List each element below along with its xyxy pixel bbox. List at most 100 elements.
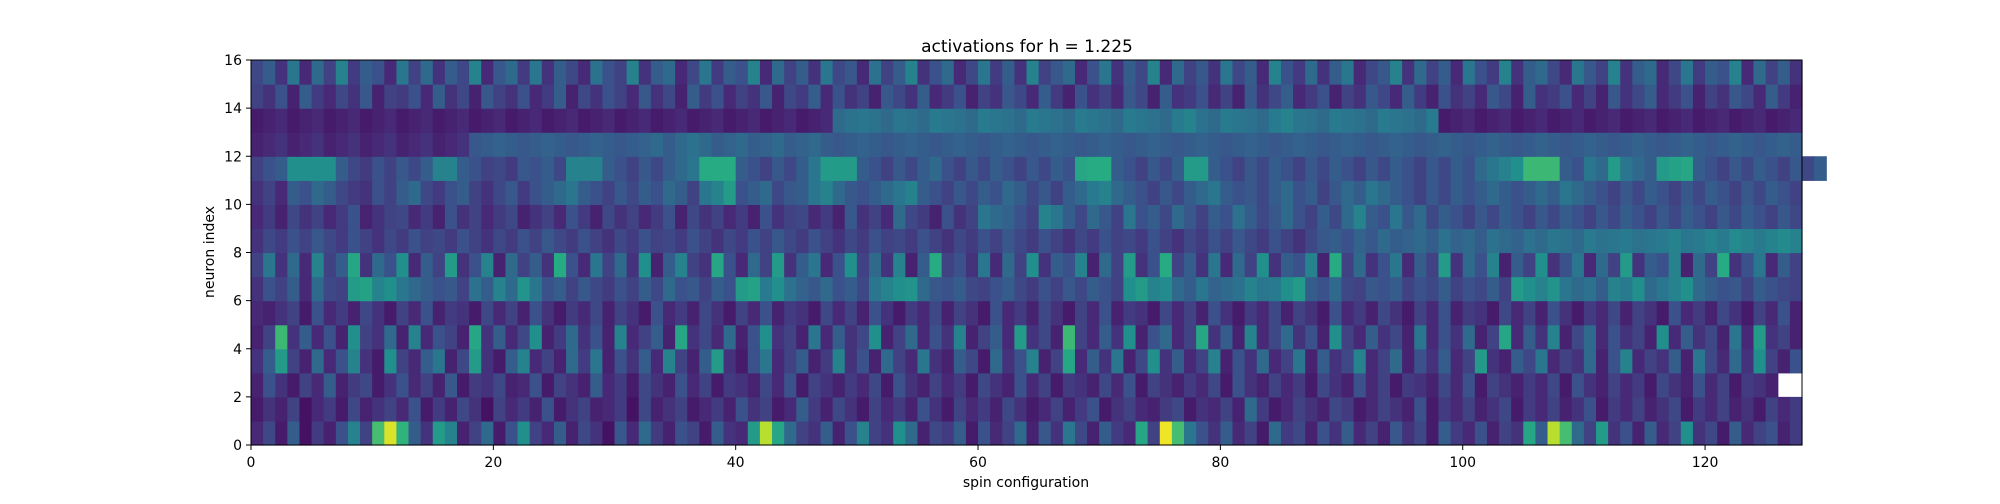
heatmap-cell	[711, 396, 725, 422]
heatmap-cell	[1268, 108, 1282, 133]
heatmap-cell	[1729, 204, 1743, 230]
heatmap-cell	[263, 252, 276, 278]
heatmap-cell	[650, 300, 664, 326]
heatmap-cell	[1293, 372, 1306, 398]
heatmap-cell	[687, 228, 700, 254]
heatmap-cell	[1390, 108, 1403, 133]
heatmap-cell	[1680, 324, 1694, 350]
heatmap-cell	[747, 372, 761, 398]
heatmap-cell	[481, 324, 494, 350]
heatmap-cell	[1232, 204, 1246, 230]
heatmap-cell	[1474, 324, 1488, 350]
heatmap-cell	[1293, 180, 1306, 205]
heatmap-cell	[1692, 372, 1706, 398]
heatmap-cell	[1559, 60, 1573, 85]
heatmap-cell	[1438, 108, 1452, 133]
heatmap-cell	[408, 396, 422, 422]
heatmap-cell	[1474, 396, 1488, 422]
heatmap-cell	[1426, 276, 1440, 302]
heatmap-cell	[1244, 276, 1258, 302]
heatmap-cell	[1062, 276, 1076, 302]
heatmap-cell	[1438, 252, 1452, 278]
heatmap-cell	[335, 276, 349, 302]
heatmap-cell	[965, 372, 979, 398]
heatmap-cell	[1305, 60, 1318, 85]
heatmap-cell	[868, 108, 882, 133]
heatmap-cell	[578, 108, 591, 133]
heatmap-cell	[481, 180, 494, 205]
heatmap-cell	[1608, 204, 1621, 230]
heatmap-cell	[335, 396, 349, 422]
heatmap-cell	[1426, 300, 1440, 326]
heatmap-cell	[553, 372, 567, 398]
heatmap-cell	[372, 324, 385, 350]
heatmap-cell	[1462, 372, 1476, 398]
heatmap-cell	[1692, 348, 1706, 374]
heatmap-cell	[711, 276, 725, 302]
heatmap-cell	[493, 156, 507, 181]
heatmap-cell	[1596, 300, 1609, 326]
heatmap-cell	[614, 372, 628, 398]
heatmap-cell	[856, 84, 870, 109]
chart-title: activations for h = 1.225	[921, 37, 1133, 57]
heatmap-cell	[1184, 348, 1197, 374]
heatmap-cell	[1426, 108, 1440, 133]
x-tick-label: 120	[1692, 455, 1719, 471]
heatmap-cell	[396, 180, 410, 205]
heatmap-cell	[1608, 132, 1621, 157]
heatmap-cell	[444, 372, 458, 398]
heatmap-cell	[1099, 156, 1112, 181]
heatmap-cell	[1632, 156, 1646, 181]
heatmap-cell	[881, 132, 894, 157]
heatmap-cell	[1608, 108, 1621, 133]
heatmap-cell	[1571, 204, 1585, 230]
heatmap-cell	[517, 228, 531, 254]
heatmap-cell	[1717, 372, 1730, 398]
heatmap-cell	[820, 180, 834, 205]
heatmap-cell	[1741, 108, 1755, 133]
heatmap-cell	[384, 156, 398, 181]
heatmap-cell	[347, 252, 361, 278]
heatmap-cell	[978, 108, 991, 133]
heatmap-cell	[263, 84, 276, 109]
heatmap-cell	[1559, 156, 1573, 181]
x-tick-label: 0	[247, 455, 256, 471]
heatmap-cell	[1765, 60, 1779, 85]
heatmap-cell	[1390, 276, 1403, 302]
heatmap-cell	[432, 204, 446, 230]
heatmap-cell	[1705, 108, 1718, 133]
heatmap-cell	[263, 372, 276, 398]
heatmap-cell	[1062, 300, 1076, 326]
heatmap-cell	[1026, 252, 1040, 278]
heatmap-cell	[917, 228, 931, 254]
heatmap-cell	[311, 252, 325, 278]
heatmap-cell	[1123, 348, 1137, 374]
heatmap-cell	[929, 324, 943, 350]
heatmap-cell	[1171, 396, 1185, 422]
heatmap-cell	[420, 156, 434, 181]
heatmap-cell	[1244, 372, 1258, 398]
heatmap-cell	[1256, 396, 1270, 422]
heatmap-cell	[1147, 60, 1161, 85]
heatmap-cell	[747, 420, 761, 446]
heatmap-cell	[953, 180, 967, 205]
heatmap-cell	[1050, 132, 1064, 157]
heatmap-cell	[1390, 300, 1403, 326]
heatmap-cell	[796, 156, 809, 181]
heatmap-cell	[1486, 84, 1500, 109]
heatmap-cell	[566, 180, 579, 205]
heatmap-cell	[1583, 420, 1597, 446]
heatmap-cell	[335, 156, 349, 181]
heatmap-cell	[408, 420, 422, 446]
heatmap-cell	[711, 348, 725, 374]
heatmap-cell	[675, 204, 688, 230]
heatmap-cell	[517, 204, 531, 230]
heatmap-cell	[687, 156, 700, 181]
heatmap-cell	[420, 372, 434, 398]
heatmap-cell	[287, 348, 301, 374]
heatmap-cell	[323, 204, 337, 230]
heatmap-cell	[578, 324, 591, 350]
heatmap-cell	[662, 396, 676, 422]
heatmap-cell	[1123, 84, 1137, 109]
heatmap-cell	[1002, 396, 1015, 422]
